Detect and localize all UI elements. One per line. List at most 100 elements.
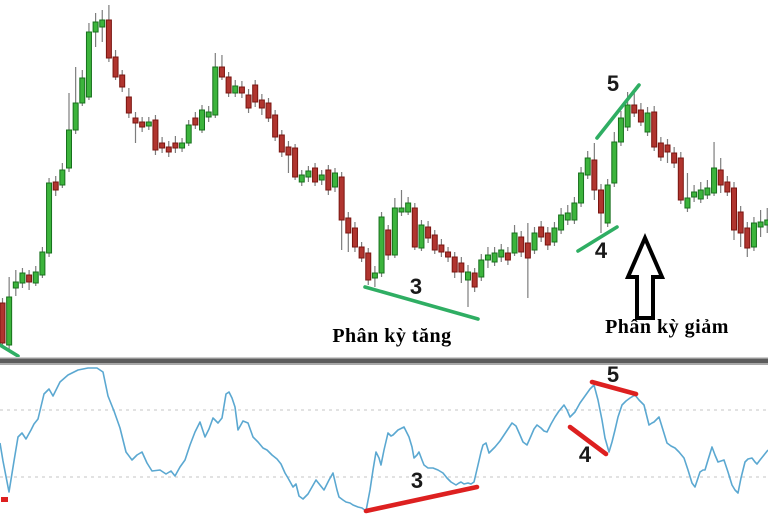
candle (411, 203, 418, 250)
oscillator-wave-label-5: 5 (606, 362, 620, 387)
candle (152, 115, 159, 155)
candle (604, 179, 611, 227)
candle (471, 268, 478, 292)
candle (338, 172, 345, 250)
candle (225, 72, 232, 97)
candle (132, 112, 139, 143)
bullish-divergence-label: Phân kỳ tăng (332, 325, 452, 347)
candle (744, 222, 751, 257)
osc-line-4 (567, 424, 609, 457)
candle (199, 105, 205, 133)
candle (238, 81, 245, 98)
candle (538, 221, 545, 242)
candle (139, 117, 146, 132)
candle (591, 143, 598, 200)
candle (165, 141, 172, 157)
candle (79, 70, 86, 106)
candle (272, 110, 279, 141)
candle (764, 208, 768, 233)
candle (378, 212, 385, 277)
candle (657, 137, 664, 161)
candle (39, 247, 46, 278)
candle (750, 217, 757, 251)
price-wave-label-5: 5 (606, 71, 620, 96)
candle (498, 244, 505, 262)
candle (99, 10, 106, 42)
candle (524, 223, 531, 298)
candle (544, 227, 551, 250)
candle (185, 120, 192, 146)
candle (445, 247, 452, 262)
oscillator-trendlines (363, 379, 639, 514)
candle (192, 112, 199, 129)
candle (664, 139, 671, 163)
candle (511, 225, 518, 256)
candle (617, 111, 624, 146)
candle (451, 252, 458, 278)
candle (598, 184, 604, 233)
price-line-4 (576, 225, 619, 253)
candle (26, 270, 33, 290)
candle (571, 197, 578, 224)
candle (431, 230, 438, 254)
candle (584, 151, 591, 179)
candle (458, 257, 465, 283)
candle (491, 247, 498, 266)
candle (711, 142, 718, 196)
candle (145, 117, 152, 130)
candle (305, 166, 312, 182)
candle (298, 170, 305, 186)
candle (418, 220, 425, 251)
candle (312, 163, 319, 186)
candle (518, 231, 525, 257)
candle (32, 266, 39, 286)
candle (0, 298, 6, 348)
candle (66, 93, 72, 172)
candle (637, 103, 644, 126)
candle (731, 182, 737, 240)
candle (285, 141, 292, 173)
candle (218, 55, 225, 80)
candle (704, 180, 711, 199)
candle (232, 80, 239, 97)
candle (644, 107, 651, 136)
candle (252, 80, 259, 107)
candle (691, 185, 698, 202)
osc-line-5 (589, 379, 639, 397)
candle (697, 182, 704, 203)
candle (385, 225, 392, 260)
candle (52, 176, 59, 196)
price-wave-label-3: 3 (409, 274, 423, 299)
bearish-divergence-label: Phân kỳ giảm (605, 316, 729, 338)
candle (737, 206, 744, 247)
candle (717, 158, 724, 193)
price-line-3 (363, 285, 480, 321)
candle (46, 178, 53, 257)
candle (172, 136, 179, 153)
oscillator-red-tick (1, 497, 8, 502)
candle (684, 173, 691, 212)
panel-divider (0, 357, 768, 365)
candle (465, 265, 471, 307)
candle (531, 227, 538, 254)
candle (484, 247, 491, 268)
candle (59, 163, 66, 188)
candle (677, 152, 684, 204)
candle (19, 268, 26, 288)
candle (724, 176, 731, 196)
candle (245, 89, 252, 113)
candle (112, 50, 119, 80)
candle (258, 94, 265, 115)
candle (358, 242, 365, 262)
candle (6, 277, 13, 350)
up-arrow (624, 232, 666, 320)
candle (72, 67, 79, 134)
candle (631, 93, 638, 117)
candle (212, 53, 219, 118)
candle (278, 130, 285, 157)
candle (332, 168, 338, 192)
oscillator-gridlines (0, 409, 768, 478)
candle (398, 190, 405, 216)
